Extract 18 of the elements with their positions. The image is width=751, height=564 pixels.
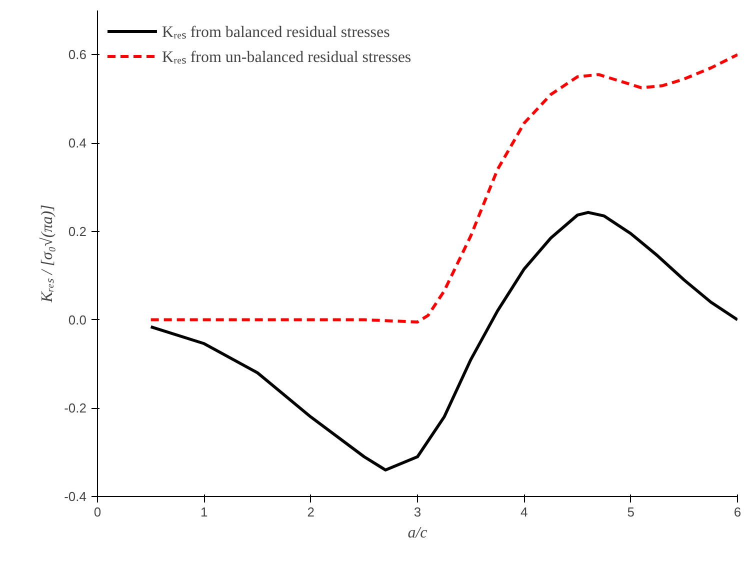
y-tick-label: 0.4: [68, 136, 87, 151]
x-tick-label: 2: [307, 504, 314, 520]
y-axis-title: Kᵣₑₛ / [σ₀√(πa)]: [39, 204, 56, 304]
y-tick-label: 0.0: [68, 312, 87, 328]
x-axis-title: a/c: [408, 524, 428, 542]
x-tick-label: 1: [200, 504, 208, 520]
y-tick-label: 0.2: [68, 224, 87, 239]
x-tick-label: 6: [734, 504, 742, 520]
y-tick-label: -0.2: [64, 400, 87, 416]
x-tick-label: 4: [520, 504, 528, 520]
x-tick-label: 0: [94, 504, 102, 520]
y-tick-label: 0.6: [68, 47, 87, 62]
legend-label: Kᵣₑₛ from un-balanced residual stresses: [162, 48, 412, 67]
y-tick-label: -0.4: [64, 489, 87, 504]
legend-label: Kᵣₑₛ from balanced residual stresses: [162, 23, 390, 42]
x-tick-label: 5: [627, 504, 634, 520]
line-series: [149, 210, 738, 472]
x-tick-label: 3: [414, 504, 422, 520]
